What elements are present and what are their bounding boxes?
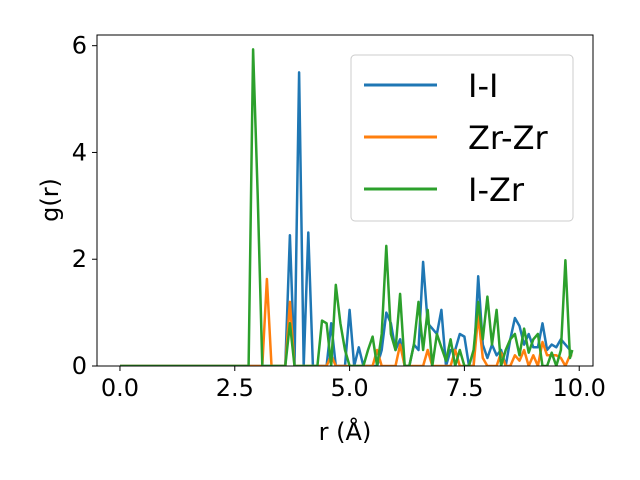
y-tick-label: 4 <box>72 138 87 166</box>
y-axis-label: g(r) <box>36 178 64 222</box>
x-tick-label: 2.5 <box>216 374 254 402</box>
legend-label: I-Zr <box>468 171 525 209</box>
x-tick-label: 0.0 <box>101 374 139 402</box>
y-tick-label: 6 <box>72 32 87 60</box>
legend-label: Zr-Zr <box>468 119 549 157</box>
x-tick-label: 7.5 <box>445 374 483 402</box>
y-tick-label: 2 <box>72 245 87 273</box>
legend: I-I Zr-Zr I-Zr <box>350 54 574 222</box>
y-tick-label: 0 <box>72 352 87 380</box>
x-tick-label: 10.0 <box>553 374 606 402</box>
x-axis-ticks: 0.0 2.5 5.0 7.5 10.0 <box>101 366 606 402</box>
series-line-i-i <box>120 71 571 366</box>
series-layer <box>120 48 574 366</box>
x-axis-label: r (Å) <box>319 417 372 446</box>
legend-label: I-I <box>468 67 498 105</box>
series-line-i-zr <box>120 48 574 366</box>
y-axis-ticks: 0 2 4 6 <box>72 32 97 380</box>
x-tick-label: 5.0 <box>331 374 369 402</box>
legend-frame <box>350 54 574 222</box>
plot-frame <box>96 34 594 367</box>
